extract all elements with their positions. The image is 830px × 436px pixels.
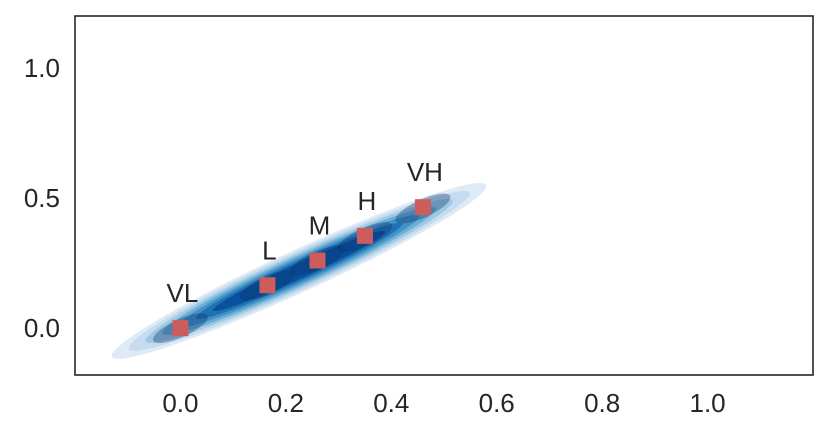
x-tick-label: 1.0 <box>689 388 725 418</box>
density-level-6 <box>212 230 386 312</box>
x-tick-label: 0.8 <box>584 388 620 418</box>
point-label-l: L <box>262 235 276 265</box>
x-tick-label: 0.4 <box>373 388 409 418</box>
x-tick-label: 0.6 <box>479 388 515 418</box>
point-labels: VL L MH VH <box>167 157 443 308</box>
point-label-vl: VL <box>167 278 199 308</box>
marker-l <box>259 277 276 294</box>
x-axis-ticks: 0.0 0.2 0.4 0.6 0.8 1.0 <box>162 388 725 418</box>
point-label-vh: VH <box>407 157 443 187</box>
y-axis-ticks: 0.0 0.5 1.0 <box>24 53 60 343</box>
marker-vh <box>414 199 431 216</box>
y-tick-label: 1.0 <box>24 53 60 83</box>
point-label-m: M <box>309 211 331 241</box>
x-tick-label: 0.2 <box>268 388 304 418</box>
y-tick-label: 0.0 <box>24 313 60 343</box>
data-markers <box>172 199 431 337</box>
x-tick-label: 0.0 <box>162 388 198 418</box>
marker-h <box>356 227 373 244</box>
y-tick-label: 0.5 <box>24 183 60 213</box>
marker-m <box>309 252 326 269</box>
point-label-h: H <box>358 186 377 216</box>
plot-frame <box>74 15 814 376</box>
marker-vl <box>172 320 189 337</box>
